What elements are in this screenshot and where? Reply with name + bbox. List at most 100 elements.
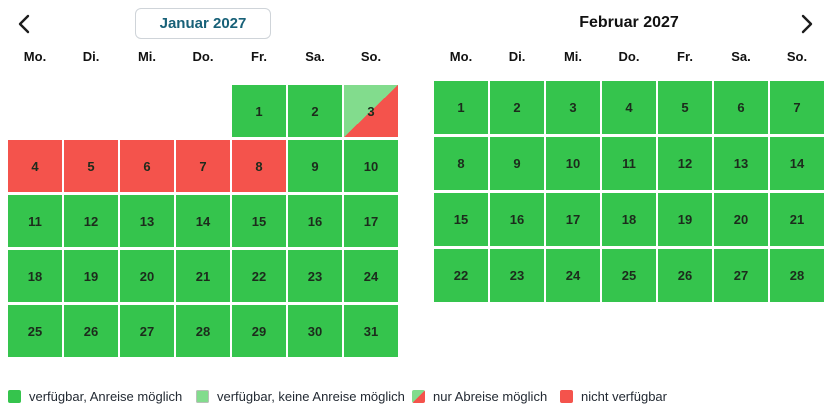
legend: verfügbar, Anreise möglich verfügbar, kei…: [0, 387, 827, 407]
day-cell[interactable]: 9: [490, 137, 544, 190]
weekday-label: Mi.: [137, 48, 157, 64]
calendar-february-header: Februar 2027: [434, 0, 824, 46]
day-cell[interactable]: 12: [64, 195, 118, 247]
weekday-label: Fr.: [251, 48, 267, 64]
day-cell[interactable]: 21: [770, 193, 824, 246]
day-cell[interactable]: 17: [344, 195, 398, 247]
weekday-row: Mo. Di. Mi. Do. Fr. Sa. So.: [434, 46, 824, 66]
day-cell[interactable]: 27: [714, 249, 768, 302]
legend-item: verfügbar, keine Anreise möglich: [196, 387, 405, 405]
empty-cell: [8, 85, 62, 137]
legend-swatch-departure-only: [412, 389, 425, 403]
day-cell[interactable]: 13: [714, 137, 768, 190]
day-cell[interactable]: 11: [602, 137, 656, 190]
day-cell[interactable]: 24: [344, 250, 398, 302]
weekday-label: Sa.: [731, 48, 751, 64]
day-cell[interactable]: 31: [344, 305, 398, 357]
day-cell[interactable]: 12: [658, 137, 712, 190]
day-cell[interactable]: 4: [602, 81, 656, 134]
day-cell[interactable]: 22: [232, 250, 286, 302]
day-grid-january: 1 2 3 4 5 6 7 8 9 10 11 12 13 14 15 16 17 18 19 20 21 22 23 24 2…: [8, 85, 398, 357]
day-cell[interactable]: 16: [490, 193, 544, 246]
day-cell[interactable]: 28: [770, 249, 824, 302]
day-cell[interactable]: 1: [232, 85, 286, 137]
legend-swatch-available: [8, 389, 21, 403]
weekday-label: Mo.: [449, 48, 473, 64]
day-cell[interactable]: 14: [176, 195, 230, 247]
weekday-row: Mo. Di. Mi. Do. Fr. Sa. So.: [8, 46, 398, 66]
day-cell[interactable]: 20: [120, 250, 174, 302]
day-cell[interactable]: 7: [770, 81, 824, 134]
day-cell[interactable]: 15: [232, 195, 286, 247]
empty-cell: [176, 85, 230, 137]
prev-month-button[interactable]: [8, 8, 40, 40]
day-cell[interactable]: 24: [546, 249, 600, 302]
day-cell[interactable]: 8: [232, 140, 286, 192]
day-cell[interactable]: 27: [120, 305, 174, 357]
legend-label: verfügbar, Anreise möglich: [29, 388, 183, 404]
day-cell[interactable]: 23: [490, 249, 544, 302]
day-cell[interactable]: 23: [288, 250, 342, 302]
day-cell[interactable]: 5: [658, 81, 712, 134]
weekday-label: So.: [786, 48, 808, 64]
day-cell[interactable]: 26: [658, 249, 712, 302]
weekday-label: Do.: [192, 48, 214, 64]
day-cell[interactable]: 2: [490, 81, 544, 134]
day-cell[interactable]: 5: [64, 140, 118, 192]
weekday-label: Mo.: [23, 48, 47, 64]
empty-cell: [120, 85, 174, 137]
day-cell[interactable]: 18: [8, 250, 62, 302]
legend-label: nicht verfügbar: [581, 388, 667, 404]
weekday-label: Di.: [508, 48, 526, 64]
day-cell[interactable]: 25: [8, 305, 62, 357]
day-cell[interactable]: 9: [288, 140, 342, 192]
day-cell[interactable]: 10: [344, 140, 398, 192]
legend-item: nur Abreise möglich: [412, 387, 547, 405]
empty-cell: [64, 85, 118, 137]
day-cell[interactable]: 7: [176, 140, 230, 192]
day-cell[interactable]: 1: [434, 81, 488, 134]
day-cell[interactable]: 17: [546, 193, 600, 246]
day-cell[interactable]: 30: [288, 305, 342, 357]
legend-label: verfügbar, keine Anreise möglich: [217, 388, 405, 404]
legend-swatch-no-arrival: [196, 389, 209, 403]
chevron-left-icon: [13, 12, 35, 36]
day-cell[interactable]: 22: [434, 249, 488, 302]
day-cell[interactable]: 25: [602, 249, 656, 302]
day-cell[interactable]: 19: [64, 250, 118, 302]
month-title-february: Februar 2027: [579, 14, 679, 31]
legend-label: nur Abreise möglich: [433, 388, 548, 404]
next-month-button[interactable]: [791, 8, 823, 40]
day-cell[interactable]: 15: [434, 193, 488, 246]
day-cell[interactable]: 16: [288, 195, 342, 247]
month-title-january[interactable]: Januar 2027: [134, 7, 272, 39]
day-cell[interactable]: 6: [120, 140, 174, 192]
day-cell[interactable]: 10: [546, 137, 600, 190]
chevron-right-icon: [796, 12, 818, 36]
day-cell[interactable]: 26: [64, 305, 118, 357]
legend-swatch-unavailable: [560, 389, 573, 403]
day-cell[interactable]: 6: [714, 81, 768, 134]
day-cell[interactable]: 20: [714, 193, 768, 246]
day-cell[interactable]: 4: [8, 140, 62, 192]
legend-item: nicht verfügbar: [560, 387, 667, 405]
day-cell[interactable]: 21: [176, 250, 230, 302]
day-cell[interactable]: 28: [176, 305, 230, 357]
day-cell[interactable]: 2: [288, 85, 342, 137]
day-cell[interactable]: 19: [658, 193, 712, 246]
day-grid-february: 1 2 3 4 5 6 7 8 9 10 11 12 13 14 15 16 17 18 19 20 21 22 23 24 2…: [434, 81, 824, 302]
day-cell[interactable]: 3: [546, 81, 600, 134]
day-cell[interactable]: 8: [434, 137, 488, 190]
day-cell[interactable]: 11: [8, 195, 62, 247]
weekday-label: Sa.: [305, 48, 325, 64]
legend-item: verfügbar, Anreise möglich: [8, 387, 182, 405]
day-cell[interactable]: 18: [602, 193, 656, 246]
day-cell[interactable]: 29: [232, 305, 286, 357]
day-cell[interactable]: 14: [770, 137, 824, 190]
day-cell[interactable]: 13: [120, 195, 174, 247]
day-cell[interactable]: 3: [344, 85, 398, 137]
weekday-label: So.: [360, 48, 382, 64]
